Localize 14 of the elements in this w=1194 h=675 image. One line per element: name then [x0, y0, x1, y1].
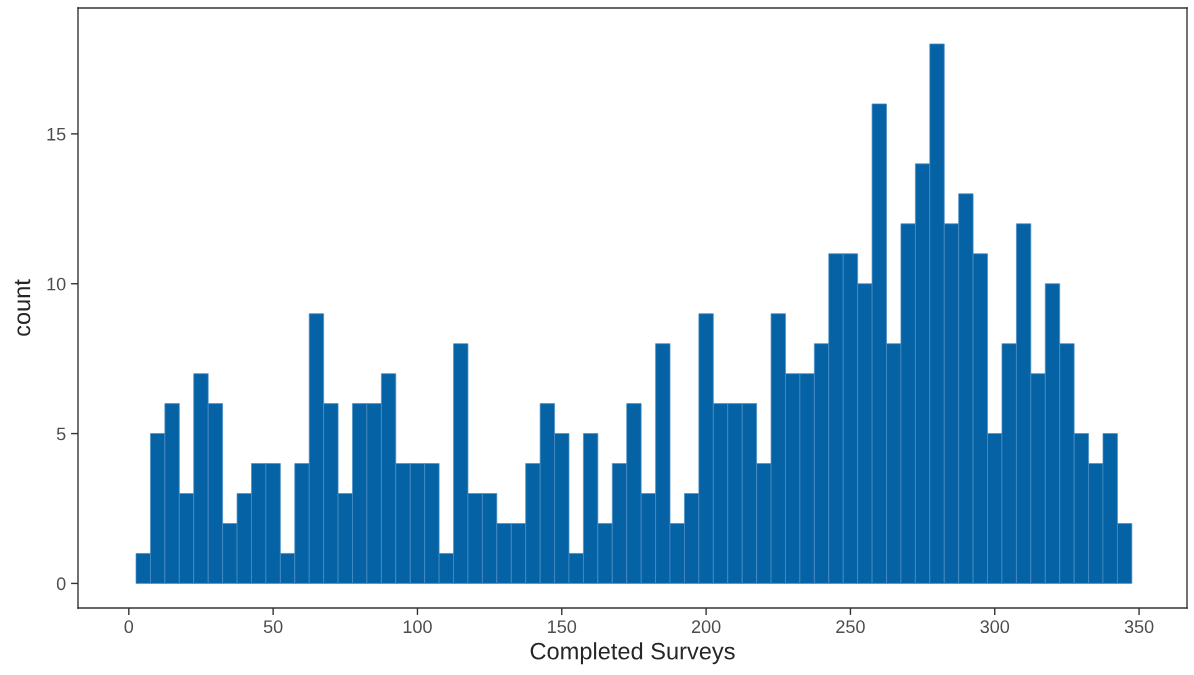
x-tick-label: 200	[691, 620, 721, 634]
x-tick-label: 100	[403, 620, 432, 634]
x-tick-label: 50	[263, 620, 283, 634]
y-tick-label: 10	[47, 277, 66, 291]
x-tick-label: 150	[548, 620, 577, 634]
x-tick-label: 350	[1124, 620, 1154, 634]
y-axis-title: count	[14, 279, 31, 336]
y-tick-label: 15	[47, 127, 66, 141]
x-tick-label: 0	[124, 620, 134, 634]
x-axis-title: Completed Surveys	[530, 642, 735, 665]
x-tick-label: 250	[836, 620, 865, 634]
y-tick-label: 0	[56, 577, 66, 591]
y-tick-label: 5	[56, 427, 66, 441]
x-tick-label: 300	[980, 620, 1010, 634]
